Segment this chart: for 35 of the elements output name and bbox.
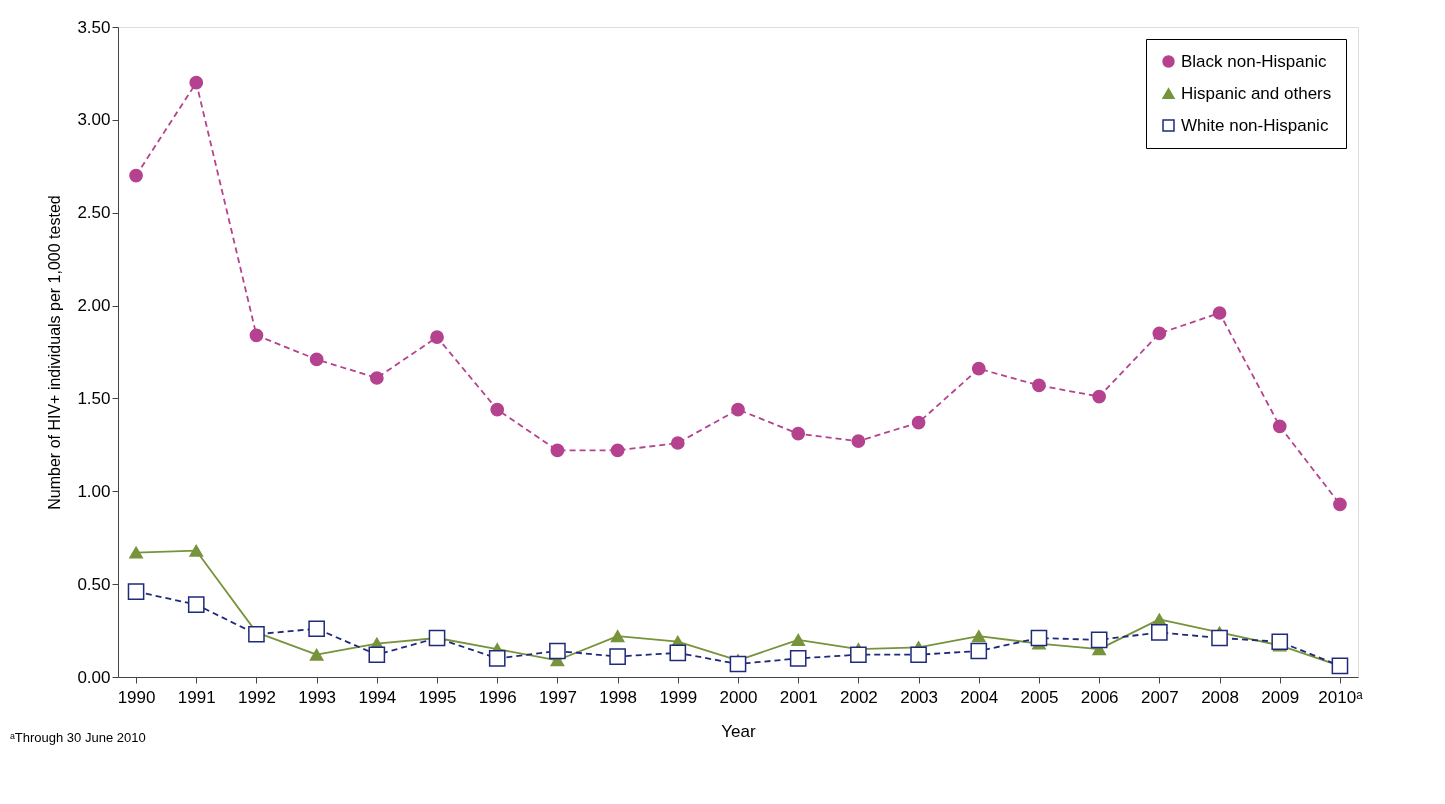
x-tick-label: 2002 (839, 687, 878, 707)
x-tick-label: 1997 (539, 687, 577, 707)
y-tick-label: 2.50 (77, 203, 111, 223)
x-tick-label: 2005 (1020, 687, 1059, 707)
x-tick-label: 1999 (659, 687, 698, 707)
x-tick-label: 1995 (418, 687, 457, 707)
x-tick-label: 2001 (779, 687, 818, 707)
text: ᵃThrough 30 June 2010 (10, 730, 146, 745)
x-tick-label: 1992 (238, 687, 276, 707)
x-tick-label: 2000 (719, 687, 758, 707)
x-tick-label: 2003 (900, 687, 938, 707)
x-tick-label: 1990 (117, 687, 156, 707)
y-tick-label: 0.50 (77, 574, 111, 594)
y-tick-label: 1.00 (77, 481, 111, 501)
x-tick-label: 2006 (1080, 687, 1119, 707)
x-tick-label: 1994 (358, 687, 397, 707)
x-tick-label: 1993 (298, 687, 337, 707)
legend-label: Hispanic and others (1181, 83, 1332, 103)
legend-label: Black non-Hispanic (1181, 51, 1328, 71)
y-tick-label: 1.50 (77, 388, 111, 408)
x-tick-label: 2008 (1201, 687, 1239, 707)
legend-label: White non-Hispanic (1181, 115, 1329, 135)
y-axis-title: Number of HIV+ individuals per 1,000 tested (46, 195, 64, 510)
x-tick-label: 1998 (599, 687, 638, 707)
y-tick-label: 3.00 (77, 110, 111, 130)
x-tick-label: 2007 (1140, 687, 1179, 707)
y-tick-label: 3.50 (77, 17, 111, 37)
x-tick-label: 1996 (478, 687, 517, 707)
x-tick-label: 2004 (960, 687, 999, 707)
y-tick-label: 2.00 (77, 296, 111, 316)
x-axis-title: Year (721, 721, 757, 741)
x-tick-label: 2010ᵃ (1318, 687, 1364, 707)
y-tick-label: 0.00 (77, 667, 111, 687)
x-tick-label: 1991 (177, 687, 216, 707)
x-tick-label: 2009 (1261, 687, 1300, 707)
